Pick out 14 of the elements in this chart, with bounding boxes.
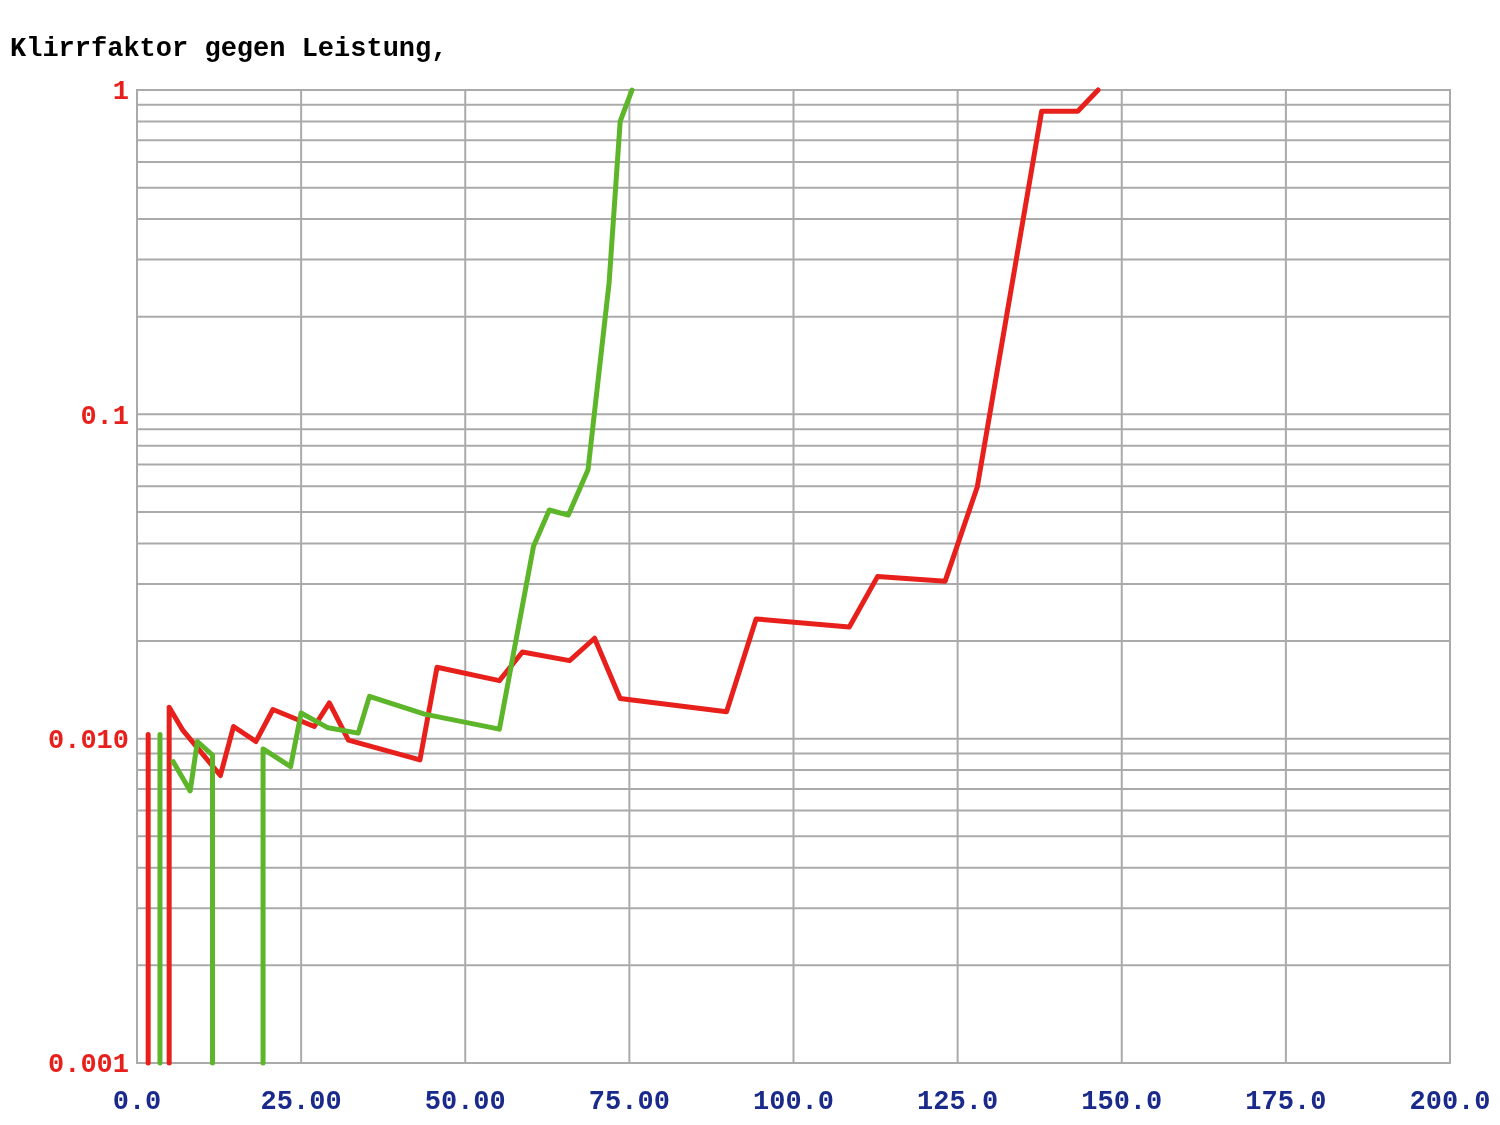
y-tick-label: 1 [112, 77, 129, 108]
x-tick-label: 200.0 [1409, 1087, 1491, 1117]
x-tick-label: 150.0 [1081, 1087, 1163, 1117]
x-tick-label: 175.0 [1245, 1087, 1327, 1117]
y-tick-label: 0.010 [47, 726, 129, 757]
x-tick-label: 100.0 [752, 1087, 835, 1117]
x-tick-label: 0.0 [112, 1087, 162, 1117]
x-tick-label: 75.00 [588, 1087, 670, 1117]
x-tick-label: 25.00 [260, 1087, 342, 1117]
x-tick-label: 125.0 [917, 1087, 999, 1117]
y-tick-label: 0.1 [80, 401, 129, 432]
x-tick-label: 50.00 [424, 1087, 506, 1117]
y-tick-label: 0.001 [47, 1050, 129, 1081]
chart-title: Klirrfaktor gegen Leistung, [10, 34, 448, 64]
